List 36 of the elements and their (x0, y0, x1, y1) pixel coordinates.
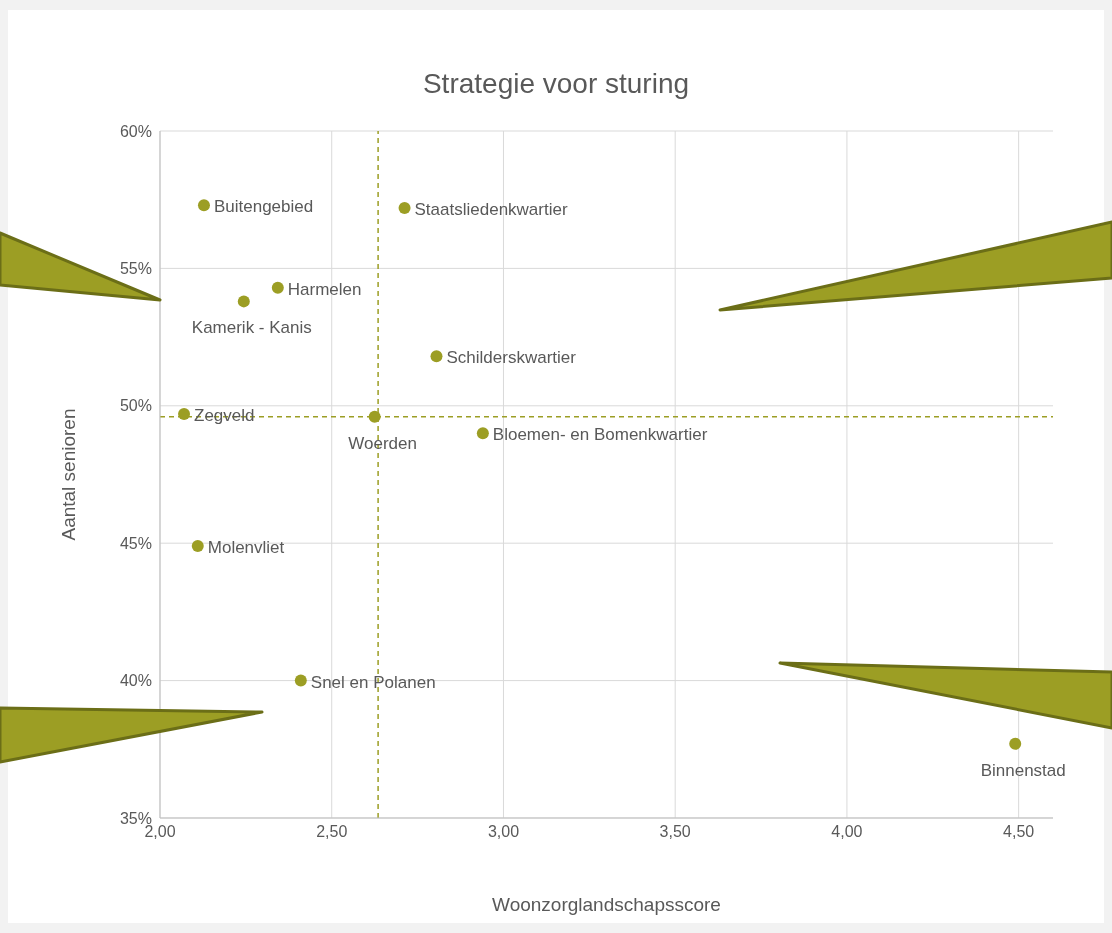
x-tick-label: 3,00 (487, 823, 520, 841)
y-tick-label: 50% (119, 397, 152, 415)
point (294, 674, 307, 687)
y-tick-label: 45% (119, 534, 152, 552)
annotation: Buitengebied (213, 197, 314, 217)
point (178, 408, 191, 421)
point (368, 410, 381, 423)
point (271, 281, 284, 294)
point (237, 295, 250, 308)
y-axis-title: Aantal senioren (57, 408, 79, 541)
x-tick-label: 3,50 (659, 823, 691, 841)
annotation: Harmelen (287, 279, 362, 299)
annotation: Staatsliedenkwartier (414, 199, 568, 219)
point (191, 539, 204, 552)
point (476, 427, 489, 440)
chart-title: Strategie voor sturing (422, 68, 690, 99)
x-tick-label: 2,00 (144, 823, 176, 841)
annotation: Woerden (348, 433, 418, 453)
y-tick-label: 55% (119, 260, 152, 278)
x-tick-label: 2,50 (316, 823, 348, 841)
x-tick-label: 4,00 (831, 823, 863, 841)
point (398, 201, 411, 214)
x-tick-label: 4,50 (1003, 823, 1035, 841)
annotation: Molenvliet (207, 537, 285, 557)
annotation: Snel en Polanen (310, 672, 436, 692)
y-tick-label: 40% (119, 672, 152, 690)
annotation: Schilderskwartier (446, 348, 577, 368)
x-axis-title: Woonzorglandschapsscore (492, 894, 721, 915)
point (1009, 737, 1022, 750)
point (430, 350, 443, 363)
point (197, 199, 210, 212)
y-tick-label: 60% (119, 122, 152, 140)
annotation: Zegveld (194, 406, 255, 426)
annotation: Kamerik - Kanis (191, 318, 312, 338)
annotation: Bloemen- en Bomenkwartier (492, 425, 708, 445)
annotation: Binnenstad (980, 760, 1066, 780)
